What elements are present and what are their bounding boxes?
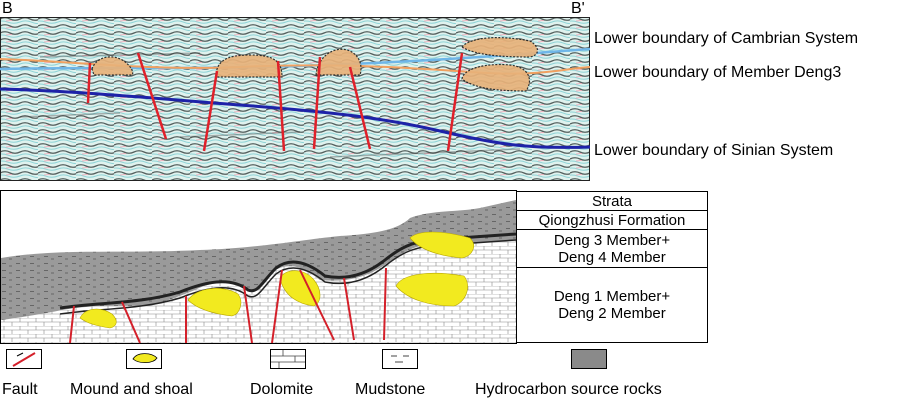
strata-deng3-4-line2: Deng 4 Member [558,248,666,266]
geological-model [0,190,517,344]
legend-mudstone-label: Mudstone [355,381,426,398]
legend-dolomite-label: Dolomite [250,381,314,398]
legend-fault-label: Fault [2,381,38,398]
section-right-end-label: B' [571,0,585,17]
fault-icon [6,349,42,369]
strata-deng1-2-line1: Deng 1 Member+ [553,288,671,305]
section-left-end-label: B [2,0,13,17]
legend-source-rock-label: Hydrocarbon source rocks [475,381,662,398]
mound-shoal-icon [126,349,162,369]
strata-qiongzhusi: Qiongzhusi Formation [516,210,708,230]
dolomite-icon [270,349,306,369]
horizon-label-deng3: Lower boundary of Member Deng3 [594,64,842,81]
horizon-label-cambrian: Lower boundary of Cambrian System [594,30,859,47]
seismic-section [0,17,590,181]
strata-deng3-4: Deng 3 Member+ Deng 4 Member [516,229,708,268]
strata-deng1-2: Deng 1 Member+ Deng 2 Member [516,267,708,343]
strata-table: Strata Qiongzhusi Formation Deng 3 Membe… [516,191,708,343]
horizon-label-sinian: Lower boundary of Sinian System [594,142,834,159]
mudstone-icon [382,349,418,369]
strata-deng1-2-line2: Deng 2 Member [558,305,666,322]
strata-deng3-4-line1: Deng 3 Member+ [553,231,671,249]
strata-header: Strata [516,191,708,211]
legend-mound-shoal-label: Mound and shoal [70,381,193,398]
source-rock-icon [571,349,607,369]
